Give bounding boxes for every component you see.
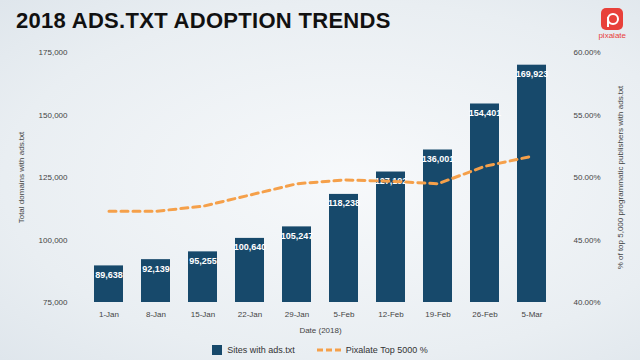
svg-text:5-Feb: 5-Feb [334, 310, 355, 319]
svg-text:60.00%: 60.00% [574, 48, 601, 57]
svg-text:29-Jan: 29-Jan [285, 310, 309, 319]
svg-text:95,255: 95,255 [189, 256, 217, 266]
svg-text:15-Jan: 15-Jan [191, 310, 215, 319]
html-text:2018 ADS.TXT ADOPTION TRENDS: 2018 ADS.TXT ADOPTION TRENDS [16, 8, 391, 33]
html-text:pixalate: pixalate [598, 31, 626, 40]
svg-text:Date (2018): Date (2018) [299, 326, 342, 335]
svg-text:125,000: 125,000 [39, 173, 68, 182]
svg-text:175,000: 175,000 [39, 48, 68, 57]
svg-text:105,247: 105,247 [281, 231, 314, 241]
svg-text:5-Mar: 5-Mar [522, 310, 543, 319]
html-text:Pixalate Top 5000 %: Pixalate Top 5000 % [345, 345, 428, 355]
svg-text:Total domains with ads.txt: Total domains with ads.txt [17, 131, 26, 223]
svg-text:% of top 5,000 programmatic pu: % of top 5,000 programmatic publishers w… [616, 85, 625, 269]
svg-text:8-Jan: 8-Jan [146, 310, 166, 319]
svg-text:118,238: 118,238 [328, 198, 360, 208]
svg-text:75,000: 75,000 [43, 298, 68, 307]
svg-text:150,000: 150,000 [39, 111, 68, 120]
svg-text:100,640: 100,640 [234, 242, 267, 252]
svg-text:169,923: 169,923 [516, 69, 549, 79]
svg-text:12-Feb: 12-Feb [378, 310, 404, 319]
svg-text:50.00%: 50.00% [574, 173, 601, 182]
svg-text:22-Jan: 22-Jan [238, 310, 262, 319]
svg-text:55.00%: 55.00% [574, 111, 601, 120]
svg-text:127,192: 127,192 [375, 176, 408, 186]
svg-text:89,638: 89,638 [95, 270, 123, 280]
svg-text:45.00%: 45.00% [574, 236, 601, 245]
svg-text:40.00%: 40.00% [574, 298, 601, 307]
svg-text:154,401: 154,401 [469, 108, 502, 118]
svg-text:26-Feb: 26-Feb [472, 310, 498, 319]
svg-text:136,001: 136,001 [422, 154, 455, 164]
svg-text:1-Jan: 1-Jan [99, 310, 119, 319]
svg-text:100,000: 100,000 [39, 236, 68, 245]
html-text:Sites with ads.txt: Sites with ads.txt [227, 345, 295, 355]
svg-text:19-Feb: 19-Feb [425, 310, 451, 319]
svg-text:92,139: 92,139 [142, 264, 170, 274]
